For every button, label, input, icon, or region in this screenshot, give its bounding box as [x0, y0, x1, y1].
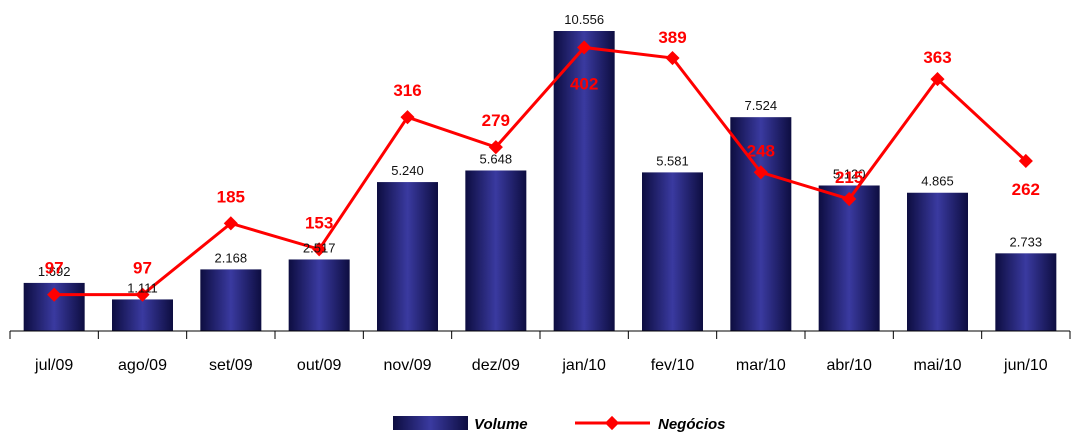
negocios-data-label: 279 — [482, 111, 510, 130]
volume-data-label: 5.240 — [391, 163, 424, 178]
legend: Volume Negócios — [393, 415, 726, 433]
x-tick-label: dez/09 — [472, 357, 520, 374]
volume-bar — [907, 192, 968, 331]
x-tick-label: set/09 — [209, 357, 253, 374]
volume-data-label: 4.865 — [921, 174, 954, 189]
legend-swatch-volume — [393, 416, 468, 430]
volume-bar — [730, 117, 792, 331]
legend-marker-negocios — [604, 415, 620, 431]
data-labels: 1.692 1.111 2.168 2.517 5.240 5.648 10.556 5.58… — [38, 12, 1042, 295]
negocios-marker — [223, 216, 238, 231]
negocios-marker — [488, 140, 503, 155]
volume-bar — [377, 182, 438, 331]
x-tick-label: out/09 — [297, 357, 342, 374]
volume-data-label: 2.517 — [303, 240, 336, 255]
volume-data-label: 5.648 — [480, 151, 513, 166]
negocios-data-label: 185 — [217, 187, 245, 206]
negocios-data-label: 316 — [393, 81, 421, 100]
volume-data-label: 2.733 — [1010, 234, 1043, 249]
negocios-marker — [47, 287, 62, 302]
negocios-data-label: 363 — [923, 48, 951, 67]
negocios-data-label: 262 — [1012, 180, 1040, 199]
volume-bar — [553, 31, 615, 331]
x-tick-label: jun/10 — [1003, 357, 1048, 374]
negocios-data-label: 402 — [570, 74, 598, 93]
x-axis: jul/09 ago/09 set/09 out/09 nov/09 dez/09 jan/… — [9, 330, 1071, 374]
volume-data-label: 2.168 — [215, 250, 248, 265]
x-tick-label: mar/10 — [736, 357, 786, 374]
volume-data-label: 1.692 — [38, 264, 71, 279]
x-tick-label: nov/09 — [383, 357, 431, 374]
negocios-data-label: 248 — [747, 141, 775, 160]
negocios-marker — [400, 110, 415, 125]
negocios-data-label: 97 — [45, 259, 64, 278]
negocios-marker — [135, 287, 150, 302]
volume-data-label: 5.120 — [833, 166, 866, 181]
negocios-marker — [753, 165, 768, 180]
legend-label-volume: Volume — [474, 416, 528, 433]
volume-bar — [288, 259, 350, 331]
negocios-marker — [842, 191, 857, 207]
x-tick-label: abr/10 — [826, 357, 871, 374]
volume-data-label: 7.524 — [745, 98, 778, 113]
volume-bar — [200, 269, 262, 331]
volume-data-label: 1.111 — [127, 280, 158, 295]
negocios-line — [47, 40, 1033, 302]
volume-bar — [642, 172, 703, 331]
negocios-marker — [665, 50, 680, 66]
negocios-data-label: 153 — [305, 213, 333, 232]
x-tick-label: mai/10 — [913, 357, 961, 374]
volume-data-label: 10.556 — [564, 12, 604, 27]
volume-bar — [465, 170, 527, 331]
volume-bars — [23, 31, 1057, 331]
x-tick-label: jan/10 — [561, 357, 606, 374]
x-tick-label: jul/09 — [34, 357, 73, 374]
volume-bar — [818, 185, 880, 331]
x-tick-label: ago/09 — [118, 357, 167, 374]
x-tick-label: fev/10 — [651, 357, 695, 374]
volume-bar — [995, 253, 1057, 331]
negocios-marker — [577, 40, 592, 55]
negocios-marker — [930, 72, 945, 87]
volume-bar — [112, 299, 173, 331]
negocios-marker — [312, 242, 327, 257]
negocios-data-label: 97 — [133, 259, 152, 278]
legend-label-negocios: Negócios — [658, 416, 726, 433]
negocios-data-label: 389 — [658, 28, 686, 47]
volume-data-label: 5.581 — [656, 153, 689, 168]
negocios-series-line — [54, 45, 1027, 297]
negocios-data-label: 215 — [835, 168, 863, 187]
